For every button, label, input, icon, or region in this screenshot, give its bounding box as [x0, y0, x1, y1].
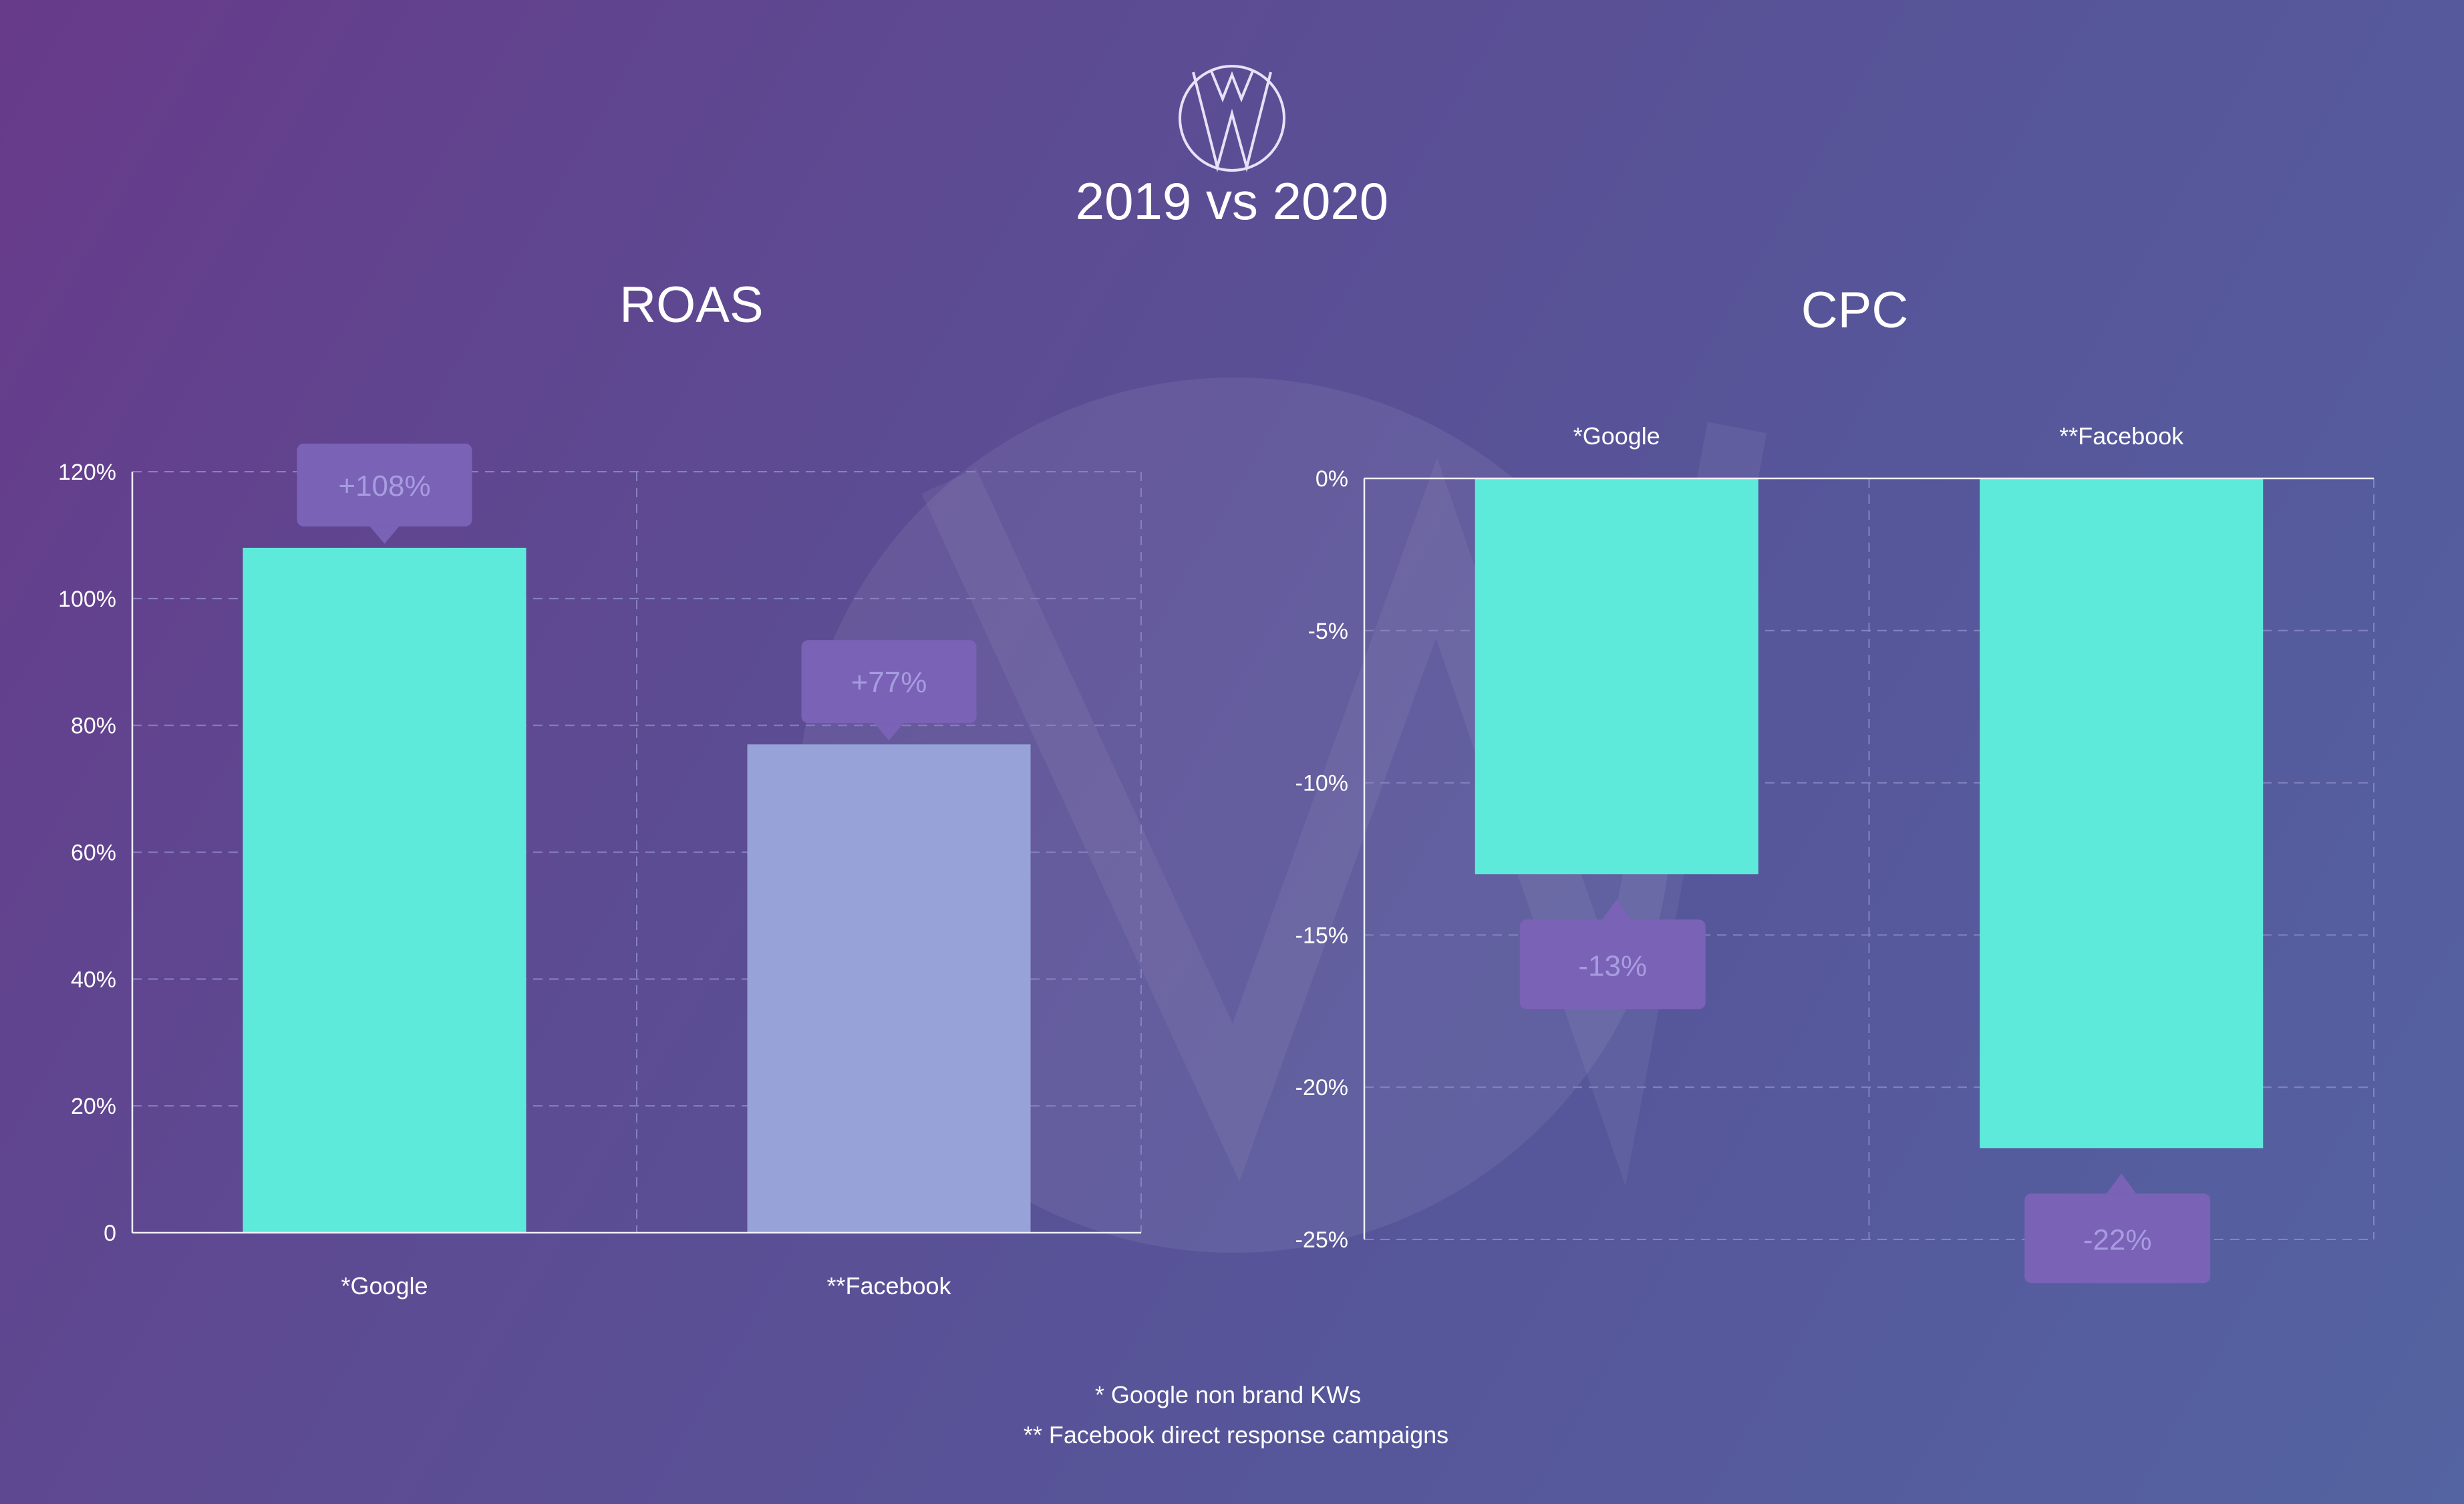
roas-chart-title: ROAS [619, 277, 763, 333]
roas-y-tick-label: 80% [71, 714, 116, 739]
cpc-category-label: **Facebook [2059, 422, 2184, 450]
roas-y-tick-label: 120% [58, 460, 116, 485]
cpc-chart: CPC 0% -5% -10% -15% -20% -25% *Google **Faceb… [1295, 282, 2374, 1284]
cpc-callout-box [1519, 919, 1706, 1010]
page-title: 2019 vs 2020 [1076, 172, 1388, 231]
cpc-y-tick-label: -5% [1308, 619, 1348, 644]
roas-category-labels: *Google **Facebook [341, 1272, 951, 1300]
roas-callout-pointer [369, 526, 400, 544]
roas-callout-box [801, 640, 977, 724]
cpc-y-tick-label: -25% [1295, 1227, 1348, 1253]
roas-bars [243, 547, 1031, 1233]
footnote-google: * Google non brand KWs [1095, 1381, 1361, 1408]
cpc-category-labels: *Google **Facebook [1573, 422, 2185, 450]
cpc-y-tick-label: -15% [1295, 923, 1348, 948]
cpc-bar-facebook [1980, 478, 2264, 1149]
roas-bar-facebook [747, 744, 1031, 1233]
roas-y-tick-label: 100% [58, 587, 116, 612]
footnote-facebook: ** Facebook direct response campaigns [1024, 1421, 1448, 1449]
cpc-value-callouts: -13% -22% [1519, 899, 2211, 1284]
cpc-bars [1475, 478, 2264, 1149]
roas-value-callout: +108% [297, 443, 472, 544]
brand-logo-icon [1179, 65, 1285, 172]
cpc-y-tick-label: -10% [1295, 771, 1348, 796]
cpc-callout-pointer [2107, 1173, 2137, 1194]
roas-callout-pointer [874, 723, 904, 741]
cpc-y-tick-label: 0% [1316, 466, 1348, 492]
roas-category-label: *Google [341, 1272, 428, 1300]
roas-y-tick-label: 40% [71, 967, 116, 992]
roas-y-tick-label: 60% [71, 841, 116, 866]
cpc-callout-pointer [1601, 899, 1632, 920]
cpc-category-label: *Google [1573, 422, 1660, 450]
cpc-chart-title: CPC [1801, 282, 1908, 339]
cpc-value-callout: -22% [2024, 1173, 2211, 1284]
roas-axes [131, 472, 1141, 1234]
roas-y-tick-label: 0 [104, 1221, 116, 1246]
cpc-y-tick-label: -20% [1295, 1075, 1348, 1100]
cpc-axes [1363, 477, 2374, 1239]
roas-value-callouts: +108% +77% [297, 443, 977, 741]
roas-y-tick-labels: 0 20% 40% 60% 80% 100% 120% [58, 460, 116, 1246]
roas-chart: ROAS 0 20% 40% 60% 80% 100% 120% *Google **Face… [58, 277, 1142, 1300]
roas-value-callout: +77% [801, 640, 977, 741]
roas-category-label: **Facebook [826, 1272, 951, 1300]
cpc-callout-box [2024, 1193, 2211, 1284]
roas-y-tick-label: 20% [71, 1094, 116, 1119]
cpc-bar-google [1475, 478, 1758, 875]
roas-callout-box [297, 443, 472, 527]
roas-callout-label: +77% [851, 666, 927, 699]
cpc-y-tick-labels: 0% -5% -10% -15% -20% -25% [1295, 466, 1348, 1253]
cpc-callout-label: -22% [2083, 1223, 2152, 1256]
cpc-callout-label: -13% [1578, 949, 1647, 982]
roas-bar-google [243, 547, 526, 1233]
roas-callout-label: +108% [338, 470, 430, 502]
cpc-value-callout: -13% [1519, 899, 1706, 1010]
